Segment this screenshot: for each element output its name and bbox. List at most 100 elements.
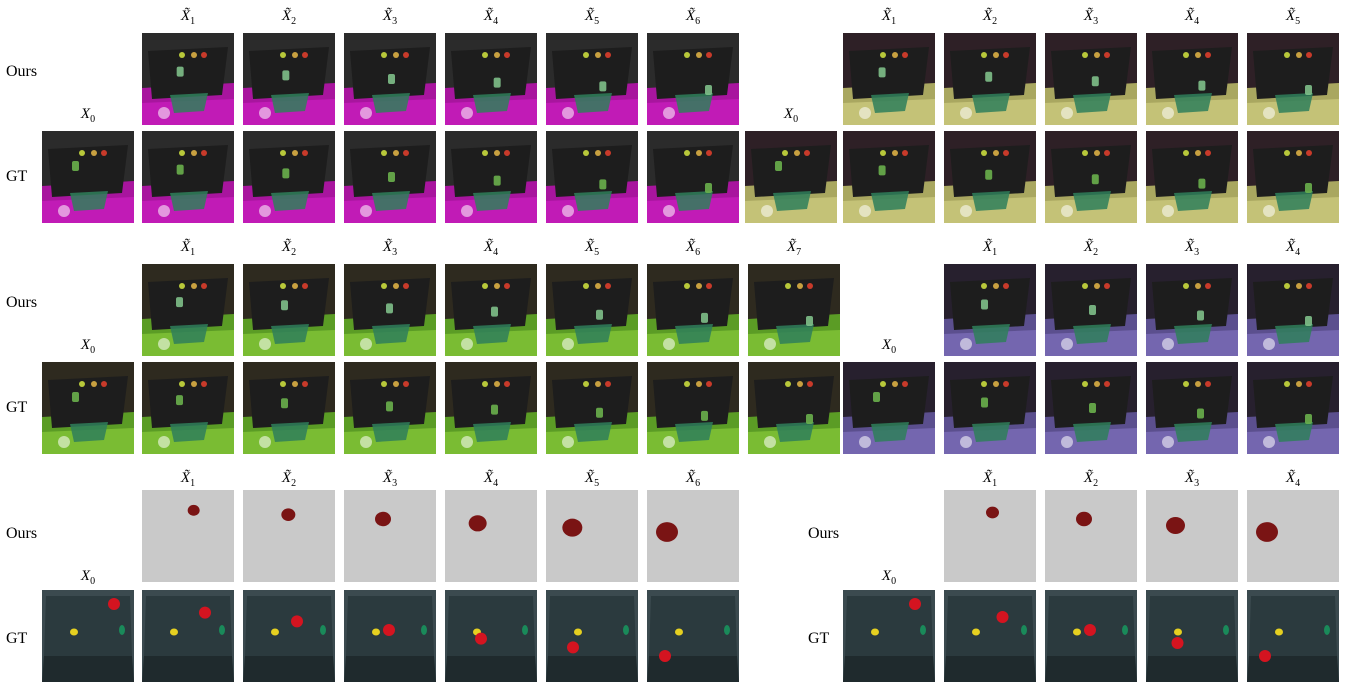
gt-frame-tile-image xyxy=(445,131,537,223)
initial-frame-header: X0 xyxy=(745,106,837,128)
ours-frame-tile xyxy=(445,33,537,125)
initial-frame-header-subscript: 0 xyxy=(793,114,799,125)
predicted-frame-header-symbol: X̃ xyxy=(982,8,993,24)
predicted-frame-header-subscript: 3 xyxy=(1194,247,1200,258)
gt-frame-tile xyxy=(1247,362,1339,454)
ours-frame-tile xyxy=(344,490,436,582)
predicted-frame-header: X̃4 xyxy=(445,8,537,30)
predicted-frame-header: X̃2 xyxy=(1045,239,1137,261)
initial-frame-header: X0 xyxy=(42,568,134,590)
gt-frame-tile-image xyxy=(243,131,335,223)
predicted-frame-header-subscript: 1 xyxy=(190,16,196,27)
predicted-frame-header: X̃4 xyxy=(1146,8,1238,30)
row-label-gt: GT xyxy=(6,630,28,647)
predicted-frame-header-subscript: 1 xyxy=(891,16,897,27)
predicted-frame-header-symbol: X̃ xyxy=(281,470,292,486)
predicted-frame-header: X̃5 xyxy=(546,470,638,492)
ours-frame-tile xyxy=(944,490,1036,582)
ours-frame-tile xyxy=(546,33,638,125)
predicted-frame-header-symbol: X̃ xyxy=(1285,8,1296,24)
predicted-frame-header-symbol: X̃ xyxy=(584,8,595,24)
initial-frame-header-subscript: 0 xyxy=(891,576,897,587)
initial-frame-header-symbol: X xyxy=(80,337,91,353)
gt-frame-tile-image xyxy=(142,362,234,454)
gt-frame-tile xyxy=(243,131,335,223)
ours-frame-tile xyxy=(647,33,739,125)
ours-frame-tile xyxy=(243,490,335,582)
ours-frame-tile xyxy=(243,264,335,356)
gt-frame-tile-image xyxy=(1247,590,1339,682)
predicted-frame-header: X̃1 xyxy=(142,8,234,30)
predicted-frame-header-symbol: X̃ xyxy=(382,239,393,255)
gt-frame-tile-image xyxy=(344,362,436,454)
predicted-frame-header-symbol: X̃ xyxy=(180,8,191,24)
predicted-frame-header: X̃5 xyxy=(546,8,638,30)
predicted-frame-header-symbol: X̃ xyxy=(1184,8,1195,24)
ours-frame-tile xyxy=(944,264,1036,356)
gt-frame-tile-image xyxy=(344,131,436,223)
ours-frame-tile xyxy=(142,264,234,356)
ours-frame-tile xyxy=(445,264,537,356)
gt-frame-tile-image xyxy=(843,131,935,223)
ours-frame-tile-image xyxy=(546,490,638,582)
gt-frame-tile xyxy=(647,131,739,223)
ours-frame-tile-image xyxy=(1247,264,1339,356)
initial-frame-tile xyxy=(42,590,134,682)
predicted-frame-header-subscript: 5 xyxy=(1295,16,1301,27)
ours-frame-tile-image xyxy=(445,264,537,356)
gt-frame-tile-image xyxy=(142,131,234,223)
ours-frame-tile xyxy=(344,264,436,356)
predicted-frame-header-subscript: 4 xyxy=(493,247,499,258)
ours-frame-tile-image xyxy=(344,490,436,582)
gt-frame-tile-image xyxy=(445,590,537,682)
predicted-frame-header-symbol: X̃ xyxy=(982,470,993,486)
initial-frame-header: X0 xyxy=(843,568,935,590)
predicted-frame-header-subscript: 1 xyxy=(190,247,196,258)
gt-frame-tile-image xyxy=(748,362,840,454)
ours-frame-tile xyxy=(1045,490,1137,582)
gt-frame-tile xyxy=(445,590,537,682)
predicted-frame-header-subscript: 4 xyxy=(1295,478,1301,489)
initial-frame-tile xyxy=(843,590,935,682)
ours-frame-tile xyxy=(546,264,638,356)
predicted-frame-header-subscript: 4 xyxy=(1194,16,1200,27)
initial-frame-tile xyxy=(843,362,935,454)
predicted-frame-header-subscript: 4 xyxy=(1295,247,1301,258)
predicted-frame-header-symbol: X̃ xyxy=(1184,239,1195,255)
initial-frame-header: X0 xyxy=(42,337,134,359)
ours-frame-tile-image xyxy=(142,264,234,356)
ours-frame-tile-image xyxy=(944,33,1036,125)
predicted-frame-header-symbol: X̃ xyxy=(982,239,993,255)
ours-frame-tile xyxy=(344,33,436,125)
ours-frame-tile xyxy=(1146,490,1238,582)
gt-frame-tile xyxy=(445,131,537,223)
predicted-frame-header-subscript: 3 xyxy=(392,478,398,489)
predicted-frame-header-symbol: X̃ xyxy=(685,8,696,24)
predicted-frame-header-subscript: 5 xyxy=(594,16,600,27)
gt-frame-tile xyxy=(546,590,638,682)
predicted-frame-header-subscript: 7 xyxy=(796,247,802,258)
predicted-frame-header: X̃2 xyxy=(243,470,335,492)
predicted-frame-header-subscript: 2 xyxy=(1093,478,1099,489)
initial-frame-header: X0 xyxy=(843,337,935,359)
gt-frame-tile-image xyxy=(1247,131,1339,223)
predicted-frame-header: X̃1 xyxy=(944,470,1036,492)
predicted-frame-header-subscript: 5 xyxy=(594,247,600,258)
ours-frame-tile xyxy=(546,490,638,582)
initial-frame-header-symbol: X xyxy=(881,568,892,584)
predicted-frame-header: X̃3 xyxy=(1045,8,1137,30)
gt-frame-tile xyxy=(1247,590,1339,682)
ours-frame-tile xyxy=(445,490,537,582)
gt-frame-tile xyxy=(1045,590,1137,682)
gt-frame-tile xyxy=(1146,590,1238,682)
gt-frame-tile xyxy=(748,362,840,454)
ours-frame-tile-image xyxy=(1146,264,1238,356)
initial-frame-tile xyxy=(42,362,134,454)
predicted-frame-header-subscript: 6 xyxy=(695,478,701,489)
gt-frame-tile xyxy=(1146,131,1238,223)
gt-frame-tile xyxy=(647,590,739,682)
ours-frame-tile-image xyxy=(944,490,1036,582)
ours-frame-tile xyxy=(142,33,234,125)
gt-frame-tile-image xyxy=(546,362,638,454)
ours-frame-tile xyxy=(647,264,739,356)
